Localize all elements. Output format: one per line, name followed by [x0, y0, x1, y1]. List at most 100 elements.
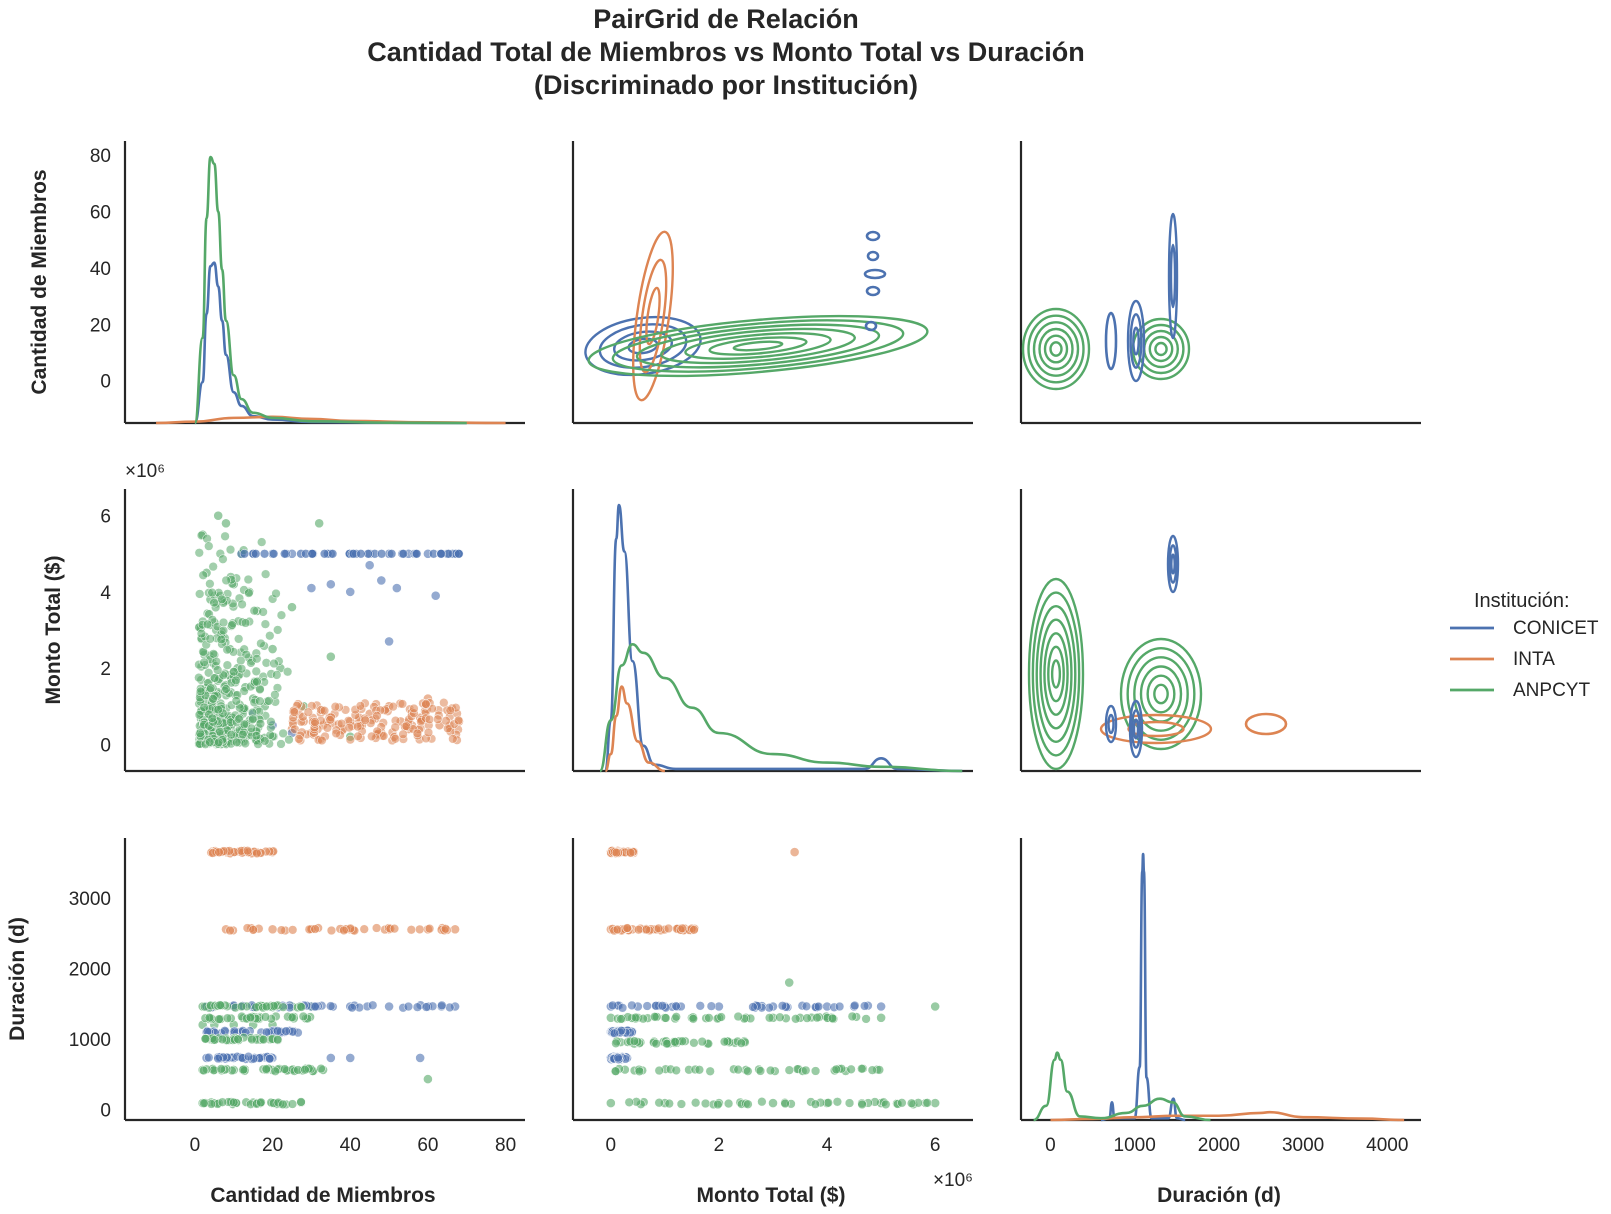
scatter-point: [415, 924, 425, 935]
kde-contour-anpcyt: [1043, 632, 1069, 716]
scatter-point: [239, 719, 250, 729]
kde-contour-anpcyt: [732, 340, 784, 352]
scatter-point: [199, 1098, 209, 1108]
scatter-point: [244, 588, 254, 598]
y-tick-label: 0: [100, 735, 111, 756]
kde-contour-conicet: [1126, 299, 1146, 383]
scatter-point: [264, 1054, 275, 1064]
scatter-point: [775, 1012, 785, 1022]
y-axis-label: Cantidad de Miembros: [28, 169, 51, 394]
scatter-point: [777, 1001, 788, 1011]
y-tick-label: 0: [100, 1100, 111, 1121]
scatter-point: [876, 1012, 887, 1023]
scatter-point: [296, 1097, 306, 1107]
scatter-point: [608, 1000, 618, 1011]
scatter-point: [641, 924, 652, 935]
scatter-point: [844, 1098, 855, 1108]
scatter-point: [719, 1037, 730, 1047]
scatter-point: [634, 1066, 645, 1076]
scatter-point: [280, 549, 290, 559]
scatter-point: [368, 1000, 378, 1010]
scatter-point: [424, 714, 435, 725]
scatter-point: [225, 544, 236, 555]
kde-contour-inta: [645, 286, 661, 346]
scatter-point: [264, 696, 274, 706]
scatter-point: [356, 549, 366, 559]
scatter-point: [319, 549, 330, 559]
scatter-point: [611, 847, 622, 858]
scatter-point: [876, 1001, 887, 1012]
scatter-point: [437, 1000, 447, 1011]
scatter-point: [259, 549, 270, 559]
scatter-point: [440, 924, 451, 934]
scatter-point: [784, 977, 795, 988]
scatter-point: [412, 549, 422, 559]
scatter-point: [218, 625, 229, 636]
scatter-point: [801, 1065, 811, 1076]
scatter-point: [222, 645, 232, 655]
kde-contour-anpcyt: [1047, 645, 1065, 703]
scatter-point: [327, 549, 338, 559]
scatter-point: [204, 668, 214, 678]
scatter-point: [345, 586, 356, 597]
scatter-point: [663, 923, 674, 934]
scatter-point: [267, 644, 278, 654]
scatter-point: [310, 924, 320, 934]
scatter-point: [691, 1098, 701, 1108]
diag-kde-2: [1033, 852, 1405, 1122]
scatter-point: [813, 1001, 824, 1012]
kde-contour-anpcyt: [1153, 683, 1169, 705]
scatter-point: [270, 1066, 280, 1076]
title-line-3: (Discriminado por Institución): [534, 70, 918, 100]
scatter-point: [248, 714, 258, 725]
scatter-point: [325, 579, 336, 590]
scatter-point: [271, 588, 281, 599]
scatter-point: [359, 924, 369, 934]
y-tick-label: 4: [100, 583, 111, 604]
x-tick-label: 60: [417, 1135, 438, 1156]
scatter-point: [748, 1002, 758, 1012]
scatter-point: [867, 1065, 878, 1075]
scatter-point: [336, 719, 347, 729]
scatter-point: [627, 1000, 637, 1011]
x-tick-label: 2000: [1198, 1135, 1240, 1156]
scatter-point: [294, 734, 304, 744]
scatter-point: [412, 728, 422, 739]
scatter-point: [631, 1012, 641, 1023]
scatter-point: [355, 701, 366, 711]
scatter-point: [353, 731, 363, 741]
legend-label: ANPCYT: [1513, 680, 1590, 701]
legend-item-inta: INTA: [1450, 649, 1555, 670]
scatter-point: [339, 925, 349, 936]
y-tick-label: 3000: [69, 889, 111, 910]
scatter-point: [298, 1011, 308, 1022]
scatter-point: [204, 1052, 214, 1063]
scatter-point: [810, 1099, 821, 1109]
kde-contour-conicet: [865, 230, 881, 242]
scatter-point: [401, 721, 411, 731]
scatter-point: [445, 1002, 455, 1013]
scatter-point: [330, 702, 341, 712]
scatter-point: [239, 549, 250, 559]
scatter-point: [231, 675, 241, 686]
scatter-point: [802, 1013, 812, 1023]
scatter-point: [415, 1053, 426, 1063]
scatter-point: [695, 1001, 705, 1011]
scatter-point: [276, 925, 287, 935]
title-line-2: Cantidad Total de Miembros vs Monto Tota…: [367, 37, 1085, 67]
scatter-point: [213, 1053, 223, 1064]
scatter-point: [676, 1099, 687, 1109]
scatter-point: [609, 1028, 620, 1038]
scatter-point: [376, 575, 387, 586]
scatter-point: [242, 846, 253, 856]
figure-title: PairGrid de Relación Cantidad Total de M…: [367, 4, 1085, 100]
scatter-point: [847, 1011, 857, 1022]
kde-contour-anpcyt: [1119, 637, 1203, 751]
scatter-point: [255, 696, 265, 706]
scatter-point: [688, 1014, 698, 1024]
scatter-point: [207, 587, 217, 598]
scatter-point: [221, 684, 231, 694]
scatter-point: [371, 923, 382, 933]
scatter-point: [409, 703, 419, 714]
